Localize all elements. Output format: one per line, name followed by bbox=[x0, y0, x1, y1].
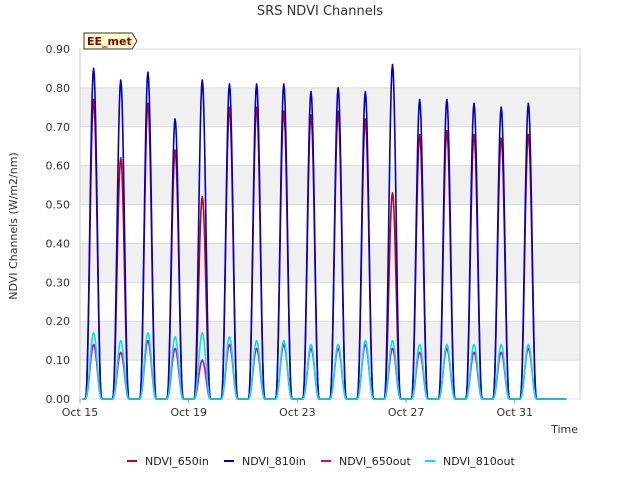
peak-point bbox=[283, 83, 285, 85]
legend-label: NDVI_650out bbox=[339, 455, 411, 468]
peak-point bbox=[255, 339, 258, 342]
y-tick-label: 0.20 bbox=[46, 315, 71, 328]
peak-point bbox=[147, 339, 149, 342]
y-tick-label: 0.30 bbox=[46, 276, 71, 289]
peak-point bbox=[446, 347, 448, 350]
chart-title: SRS NDVI Channels bbox=[257, 4, 383, 19]
peak-point bbox=[228, 106, 231, 109]
badge-label: EE_met bbox=[87, 35, 132, 48]
series-lines bbox=[82, 63, 567, 400]
x-axis-label: Time bbox=[550, 423, 578, 436]
peak-point bbox=[446, 343, 448, 346]
peak-point bbox=[255, 83, 258, 85]
y-axis-label: NDVI Channels (W/m2/nm) bbox=[7, 152, 20, 299]
peak-point bbox=[255, 106, 258, 109]
peak-point bbox=[119, 157, 122, 159]
peak-point bbox=[119, 351, 122, 354]
peak-point bbox=[473, 133, 475, 136]
peak-point bbox=[500, 106, 502, 109]
peak-point bbox=[473, 102, 475, 105]
x-axis-ticks: Oct 15 Oct 19 Oct 23 Oct 27 Oct 31 bbox=[62, 399, 533, 419]
peak-point bbox=[337, 110, 339, 113]
peak-point bbox=[283, 339, 285, 342]
legend-label: NDVI_810out bbox=[443, 455, 515, 468]
legend-label: NDVI_810in bbox=[242, 455, 306, 468]
peak-point bbox=[147, 102, 149, 105]
peak-point bbox=[364, 90, 367, 93]
peak-point bbox=[418, 133, 421, 136]
peak-point bbox=[228, 83, 231, 85]
peak-point bbox=[119, 339, 122, 342]
peak-point bbox=[337, 347, 339, 350]
peak-point bbox=[92, 67, 95, 70]
y-tick-label: 0.40 bbox=[46, 237, 71, 250]
peak-point bbox=[418, 343, 421, 346]
y-axis-ticks: 0.00 0.10 0.20 0.30 0.40 0.50 0.60 0.70 0.80 0.90 bbox=[46, 43, 71, 406]
peak-point bbox=[527, 102, 530, 105]
peak-point bbox=[147, 332, 149, 334]
peak-point bbox=[255, 347, 258, 350]
y-tick-label: 0.80 bbox=[46, 82, 71, 95]
legend-label: NDVI_650in bbox=[145, 455, 209, 468]
peak-point bbox=[92, 343, 95, 346]
peak-point bbox=[201, 359, 204, 361]
peak-point bbox=[446, 98, 448, 101]
peak-point bbox=[201, 332, 204, 334]
peak-point bbox=[364, 118, 367, 120]
peak-point bbox=[174, 149, 176, 151]
peak-point bbox=[500, 137, 502, 140]
band-1 bbox=[80, 321, 580, 361]
peak-point bbox=[119, 79, 122, 81]
x-tick-label: Oct 31 bbox=[497, 406, 534, 419]
peak-point bbox=[174, 347, 176, 350]
peak-point bbox=[391, 63, 394, 66]
y-tick-label: 0.00 bbox=[46, 393, 71, 406]
peak-point bbox=[391, 339, 394, 342]
peak-point bbox=[310, 347, 312, 350]
x-tick-label: Oct 19 bbox=[170, 406, 207, 419]
peak-point bbox=[527, 133, 530, 136]
peak-point bbox=[527, 347, 530, 350]
peak-point bbox=[310, 343, 312, 346]
peak-point bbox=[473, 351, 475, 354]
peak-point bbox=[201, 195, 204, 198]
peak-point bbox=[283, 110, 285, 113]
badge-box bbox=[83, 32, 138, 50]
peak-point bbox=[174, 335, 176, 338]
legend: NDVI_650in NDVI_810in NDVI_650out NDVI_810o… bbox=[127, 455, 515, 468]
peak-point bbox=[337, 343, 339, 346]
peak-point bbox=[92, 98, 95, 101]
peak-point bbox=[473, 343, 475, 346]
band-5 bbox=[80, 165, 580, 205]
y-tick-label: 0.70 bbox=[46, 121, 71, 134]
peak-point bbox=[310, 90, 312, 93]
y-tick-label: 0.90 bbox=[46, 43, 71, 56]
peak-point bbox=[201, 79, 204, 81]
band-7 bbox=[80, 87, 580, 127]
peak-point bbox=[310, 114, 312, 116]
x-tick-label: Oct 27 bbox=[388, 406, 425, 419]
peak-point bbox=[391, 347, 394, 350]
peak-point bbox=[500, 343, 502, 346]
y-tick-label: 0.10 bbox=[46, 354, 71, 367]
peak-point bbox=[174, 118, 176, 120]
peak-point bbox=[337, 87, 339, 89]
peak-point bbox=[446, 129, 448, 132]
peak-point bbox=[228, 343, 231, 346]
y-tick-label: 0.60 bbox=[46, 160, 71, 173]
peak-point bbox=[418, 98, 421, 101]
ee-met-badge: EE_met bbox=[83, 32, 138, 50]
y-tick-label: 0.50 bbox=[46, 199, 71, 212]
peak-point bbox=[418, 351, 421, 354]
x-tick-label: Oct 23 bbox=[279, 406, 316, 419]
peak-point bbox=[364, 339, 367, 342]
x-tick-label: Oct 15 bbox=[62, 406, 99, 419]
peak-point bbox=[228, 335, 231, 338]
peak-point bbox=[500, 351, 502, 354]
peak-point bbox=[147, 71, 149, 74]
peak-point bbox=[92, 332, 95, 334]
peak-point bbox=[527, 343, 530, 346]
peak-point bbox=[391, 192, 394, 194]
